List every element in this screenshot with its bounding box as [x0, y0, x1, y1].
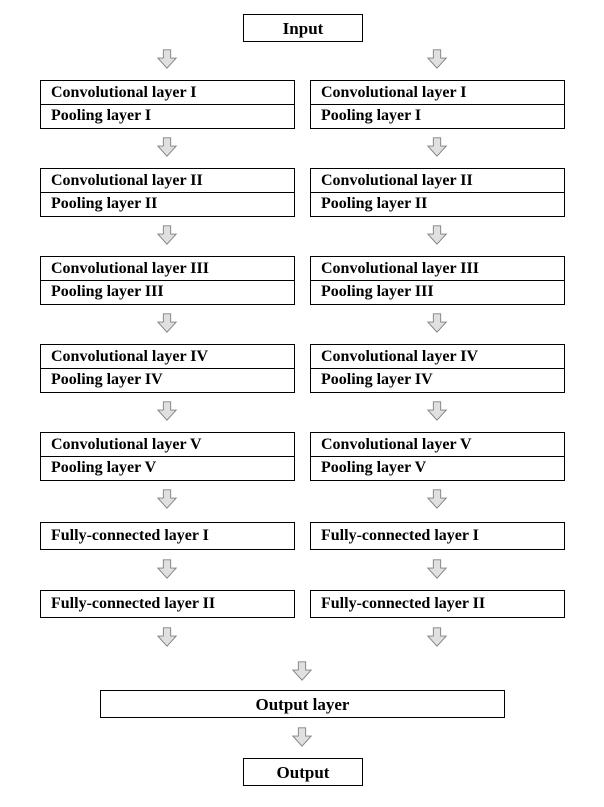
fc-right-2-label: Fully-connected layer II	[321, 596, 485, 612]
pool-layer-left-2: Pooling layer II	[40, 192, 295, 217]
conv-pool-block-left-2: Convolutional layer II Pooling layer II	[40, 168, 295, 217]
fc-left-2-label: Fully-connected layer II	[51, 596, 215, 612]
input-box-label: Input	[283, 20, 324, 37]
fc-right-1: Fully-connected layer I	[310, 522, 565, 550]
conv-pool-block-right-4: Convolutional layer IV Pooling layer IV	[310, 344, 565, 393]
conv-layer-left-5: Convolutional layer V	[40, 432, 295, 457]
conv-layer-right-3: Convolutional layer III	[310, 256, 565, 281]
conv-pool-block-left-5: Convolutional layer V Pooling layer V	[40, 432, 295, 481]
conv-layer-left-1: Convolutional layer I	[40, 80, 295, 105]
down-arrow-icon	[156, 48, 178, 70]
down-arrow-icon	[156, 488, 178, 510]
conv-layer-label: Convolutional layer IV	[51, 349, 208, 365]
conv-layer-label: Convolutional layer I	[321, 85, 467, 101]
output-layer-box-label: Output layer	[256, 696, 350, 713]
output-box: Output	[243, 758, 363, 786]
pool-layer-label: Pooling layer I	[51, 108, 151, 124]
conv-pool-block-left-3: Convolutional layer III Pooling layer III	[40, 256, 295, 305]
conv-pool-block-left-1: Convolutional layer I Pooling layer I	[40, 80, 295, 129]
pool-layer-label: Pooling layer III	[51, 284, 164, 300]
conv-pool-block-right-5: Convolutional layer V Pooling layer V	[310, 432, 565, 481]
conv-layer-left-2: Convolutional layer II	[40, 168, 295, 193]
down-arrow-icon	[426, 224, 448, 246]
down-arrow-icon	[426, 136, 448, 158]
pool-layer-left-1: Pooling layer I	[40, 104, 295, 129]
pool-layer-left-4: Pooling layer IV	[40, 368, 295, 393]
conv-layer-left-4: Convolutional layer IV	[40, 344, 295, 369]
down-arrow-icon	[426, 558, 448, 580]
conv-layer-label: Convolutional layer II	[321, 173, 473, 189]
pool-layer-label: Pooling layer II	[51, 196, 157, 212]
pool-layer-label: Pooling layer I	[321, 108, 421, 124]
down-arrow-icon	[291, 660, 313, 682]
conv-layer-label: Convolutional layer V	[51, 437, 202, 453]
down-arrow-icon	[156, 400, 178, 422]
pool-layer-left-5: Pooling layer V	[40, 456, 295, 481]
pool-layer-right-2: Pooling layer II	[310, 192, 565, 217]
pool-layer-label: Pooling layer V	[51, 460, 156, 476]
input-box: Input	[243, 14, 363, 42]
down-arrow-icon	[156, 558, 178, 580]
conv-layer-left-3: Convolutional layer III	[40, 256, 295, 281]
down-arrow-icon	[426, 488, 448, 510]
down-arrow-icon	[156, 312, 178, 334]
down-arrow-icon	[156, 136, 178, 158]
conv-pool-block-right-3: Convolutional layer III Pooling layer III	[310, 256, 565, 305]
pool-layer-right-1: Pooling layer I	[310, 104, 565, 129]
conv-layer-label: Convolutional layer III	[321, 261, 479, 277]
pool-layer-label: Pooling layer IV	[51, 372, 163, 388]
conv-layer-label: Convolutional layer IV	[321, 349, 478, 365]
pool-layer-label: Pooling layer IV	[321, 372, 433, 388]
pool-layer-right-5: Pooling layer V	[310, 456, 565, 481]
conv-layer-label: Convolutional layer III	[51, 261, 209, 277]
pool-layer-left-3: Pooling layer III	[40, 280, 295, 305]
pool-layer-label: Pooling layer III	[321, 284, 434, 300]
fc-right-2: Fully-connected layer II	[310, 590, 565, 618]
pool-layer-label: Pooling layer II	[321, 196, 427, 212]
fc-left-1: Fully-connected layer I	[40, 522, 295, 550]
fc-right-1-label: Fully-connected layer I	[321, 528, 479, 544]
conv-layer-label: Convolutional layer V	[321, 437, 472, 453]
down-arrow-icon	[156, 224, 178, 246]
conv-pool-block-left-4: Convolutional layer IV Pooling layer IV	[40, 344, 295, 393]
conv-layer-right-2: Convolutional layer II	[310, 168, 565, 193]
pool-layer-label: Pooling layer V	[321, 460, 426, 476]
fc-left-2: Fully-connected layer II	[40, 590, 295, 618]
down-arrow-icon	[156, 626, 178, 648]
conv-pool-block-right-1: Convolutional layer I Pooling layer I	[310, 80, 565, 129]
down-arrow-icon	[426, 48, 448, 70]
down-arrow-icon	[426, 312, 448, 334]
pool-layer-right-4: Pooling layer IV	[310, 368, 565, 393]
conv-layer-label: Convolutional layer I	[51, 85, 197, 101]
down-arrow-icon	[426, 626, 448, 648]
pool-layer-right-3: Pooling layer III	[310, 280, 565, 305]
output-box-label: Output	[277, 764, 330, 781]
down-arrow-icon	[291, 726, 313, 748]
fc-left-1-label: Fully-connected layer I	[51, 528, 209, 544]
down-arrow-icon	[426, 400, 448, 422]
output-layer-box: Output layer	[100, 690, 505, 718]
conv-layer-right-5: Convolutional layer V	[310, 432, 565, 457]
conv-layer-label: Convolutional layer II	[51, 173, 203, 189]
conv-pool-block-right-2: Convolutional layer II Pooling layer II	[310, 168, 565, 217]
conv-layer-right-1: Convolutional layer I	[310, 80, 565, 105]
conv-layer-right-4: Convolutional layer IV	[310, 344, 565, 369]
